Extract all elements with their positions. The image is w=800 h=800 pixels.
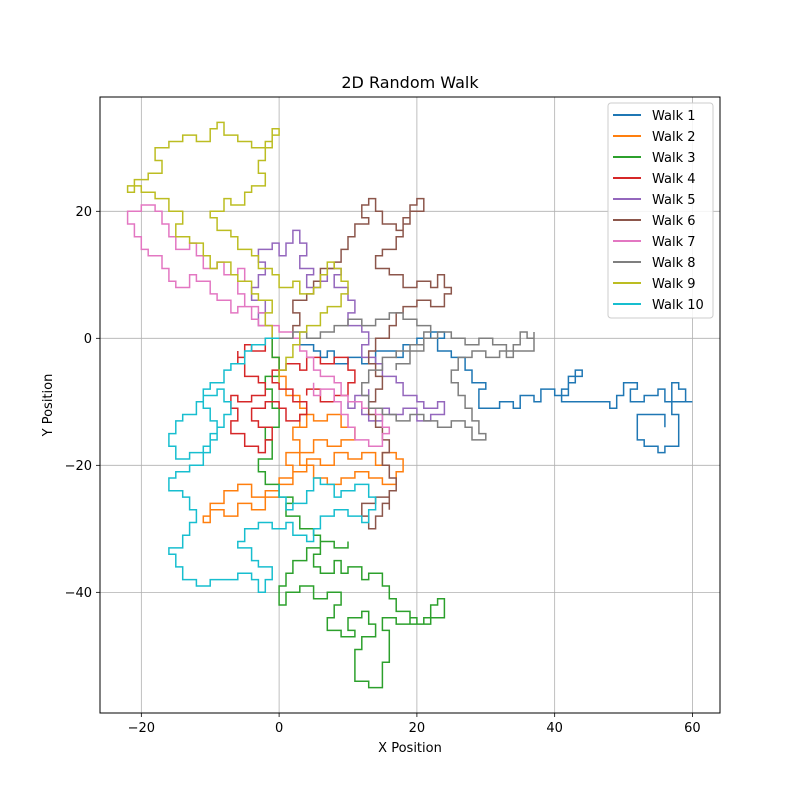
plot-series (126, 121, 693, 689)
series-line-walk-2 (202, 337, 404, 524)
y-tick-label: −40 (65, 586, 92, 601)
series-line-walk-6 (279, 197, 453, 530)
series-line-walk-8 (279, 312, 535, 441)
legend-label: Walk 8 (652, 256, 696, 271)
legend: Walk 1 Walk 2 Walk 3 Walk 4 Walk 5 Walk 6 Walk… (607, 102, 714, 319)
legend-label: Walk 2 (652, 130, 696, 145)
series-line-walk-10 (168, 337, 377, 594)
chart-title: 2D Random Walk (341, 73, 479, 92)
legend-label: Walk 4 (652, 172, 696, 187)
axis-ticks: −20 0 20 40 60 −40 −20 0 20 (65, 205, 701, 736)
legend-label: Walk 9 (652, 277, 696, 292)
legend-label: Walk 3 (652, 151, 696, 166)
legend-label: Walk 10 (652, 298, 704, 313)
y-tick-label: −20 (65, 459, 92, 474)
x-tick-label: 20 (409, 721, 426, 736)
legend-label: Walk 6 (652, 214, 696, 229)
x-axis-label: X Position (378, 741, 442, 756)
legend-label: Walk 5 (652, 193, 696, 208)
y-tick-label: 20 (75, 205, 92, 220)
series-line-walk-3 (257, 337, 446, 689)
y-axis-label: Y Position (41, 374, 56, 438)
series-line-walk-4 (230, 337, 356, 454)
legend-label: Walk 1 (652, 109, 696, 124)
x-tick-label: 0 (275, 721, 283, 736)
x-tick-label: 40 (546, 721, 563, 736)
x-tick-label: −20 (128, 721, 155, 736)
x-tick-label: 60 (684, 721, 701, 736)
plot-frame (99, 96, 721, 714)
series-line-walk-9 (126, 121, 349, 383)
series-line-walk-5 (250, 229, 446, 422)
y-tick-label: 0 (84, 332, 92, 347)
legend-label: Walk 7 (652, 235, 696, 250)
